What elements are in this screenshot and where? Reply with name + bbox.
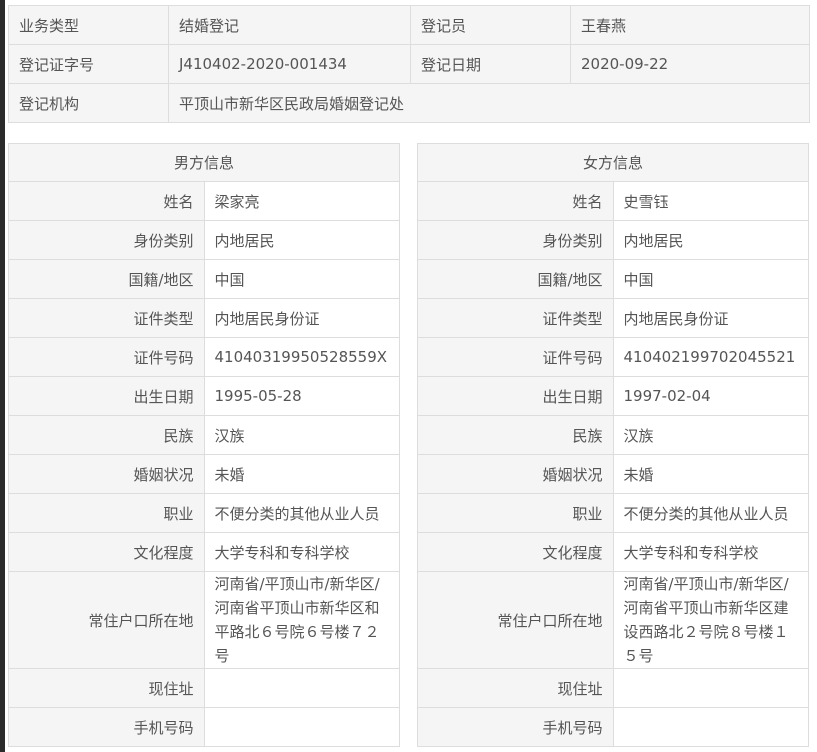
male-field-value: 1995-05-28 <box>203 376 400 416</box>
female-field-value: 史雪钰 <box>612 181 809 221</box>
male-field-label: 国籍/地区 <box>8 259 205 299</box>
female-field-label: 身份类别 <box>417 220 614 260</box>
registration-office-label: 登记机构 <box>8 83 169 123</box>
table-row: 手机号码 <box>8 707 400 747</box>
table-row: 姓名 史雪钰 <box>417 181 809 221</box>
male-field-value: 河南省/平顶山市/新华区/河南省平顶山市新华区和平路北６号院６号楼７２号 <box>203 571 400 669</box>
male-field-label: 证件类型 <box>8 298 205 338</box>
female-field-value: 1997-02-04 <box>612 376 809 416</box>
female-field-value: 内地居民 <box>612 220 809 260</box>
male-field-value: 41040319950528559X <box>203 337 400 377</box>
male-field-label: 姓名 <box>8 181 205 221</box>
table-row: 常住户口所在地 河南省/平顶山市/新华区/河南省平顶山市新华区建设西路北２号院８号… <box>417 571 809 669</box>
table-row: 国籍/地区 中国 <box>8 259 400 299</box>
male-field-label: 婚姻状况 <box>8 454 205 494</box>
table-row: 证件类型 内地居民身份证 <box>417 298 809 338</box>
female-field-value: 未婚 <box>612 454 809 494</box>
table-row: 身份类别 内地居民 <box>417 220 809 260</box>
female-field-value: 大学专科和专科学校 <box>612 532 809 572</box>
female-field-label: 证件类型 <box>417 298 614 338</box>
male-field-label: 出生日期 <box>8 376 205 416</box>
male-field-value: 不便分类的其他从业人员 <box>203 493 400 533</box>
registration-office-value: 平顶山市新华区民政局婚姻登记处 <box>168 83 810 123</box>
table-row: 证件号码 410402199702045521 <box>417 337 809 377</box>
table-row: 职业 不便分类的其他从业人员 <box>8 493 400 533</box>
table-row: 文化程度 大学专科和专科学校 <box>417 532 809 572</box>
male-field-label: 手机号码 <box>8 707 205 747</box>
male-field-value: 未婚 <box>203 454 400 494</box>
female-info-title: 女方信息 <box>417 143 809 182</box>
female-info-table: 女方信息 姓名 史雪钰 身份类别 内地居民 国籍/地区 中国 证件类型 内地居民身份证 证件号码… <box>417 143 809 747</box>
table-row: 手机号码 <box>417 707 809 747</box>
table-row: 身份类别 内地居民 <box>8 220 400 260</box>
female-field-label: 证件号码 <box>417 337 614 377</box>
table-row: 出生日期 1995-05-28 <box>8 376 400 416</box>
registration-date-label: 登记日期 <box>410 44 571 84</box>
male-field-value: 大学专科和专科学校 <box>203 532 400 572</box>
female-field-label: 国籍/地区 <box>417 259 614 299</box>
window-edge <box>0 0 5 752</box>
table-row: 出生日期 1997-02-04 <box>417 376 809 416</box>
female-field-label: 姓名 <box>417 181 614 221</box>
female-field-value: 中国 <box>612 259 809 299</box>
table-row: 国籍/地区 中国 <box>417 259 809 299</box>
registration-date-value: 2020-09-22 <box>570 44 810 84</box>
female-field-value: 410402199702045521 <box>612 337 809 377</box>
male-field-label: 常住户口所在地 <box>8 571 205 669</box>
female-field-label: 职业 <box>417 493 614 533</box>
male-field-value: 汉族 <box>203 415 400 455</box>
table-row: 姓名 梁家亮 <box>8 181 400 221</box>
male-field-value: 中国 <box>203 259 400 299</box>
female-field-label: 婚姻状况 <box>417 454 614 494</box>
registration-summary-table: 业务类型 结婚登记 登记员 王春燕 登记证字号 J410402-2020-001… <box>8 5 810 123</box>
table-row: 业务类型 结婚登记 登记员 王春燕 <box>8 5 810 45</box>
male-field-value: 内地居民 <box>203 220 400 260</box>
male-field-label: 证件号码 <box>8 337 205 377</box>
female-field-value: 河南省/平顶山市/新华区/河南省平顶山市新华区建设西路北２号院８号楼１５号 <box>612 571 809 669</box>
table-row: 常住户口所在地 河南省/平顶山市/新华区/河南省平顶山市新华区和平路北６号院６号楼… <box>8 571 400 669</box>
male-field-value: 梁家亮 <box>203 181 400 221</box>
male-field-value <box>203 707 400 747</box>
female-field-value <box>612 668 809 708</box>
table-row: 现住址 <box>8 668 400 708</box>
certificate-number-value: J410402-2020-001434 <box>168 44 411 84</box>
male-field-value: 内地居民身份证 <box>203 298 400 338</box>
business-type-label: 业务类型 <box>8 5 169 45</box>
table-row: 婚姻状况 未婚 <box>417 454 809 494</box>
female-field-value: 不便分类的其他从业人员 <box>612 493 809 533</box>
male-field-label: 民族 <box>8 415 205 455</box>
registrar-label: 登记员 <box>410 5 571 45</box>
table-row: 证件号码 41040319950528559X <box>8 337 400 377</box>
certificate-number-label: 登记证字号 <box>8 44 169 84</box>
table-row: 登记证字号 J410402-2020-001434 登记日期 2020-09-2… <box>8 44 810 84</box>
female-field-label: 手机号码 <box>417 707 614 747</box>
female-field-value <box>612 707 809 747</box>
registrar-value: 王春燕 <box>570 5 810 45</box>
male-info-table: 男方信息 姓名 梁家亮 身份类别 内地居民 国籍/地区 中国 证件类型 内地居民身份证 证件号码… <box>8 143 400 747</box>
male-field-label: 职业 <box>8 493 205 533</box>
male-field-label: 现住址 <box>8 668 205 708</box>
table-row: 证件类型 内地居民身份证 <box>8 298 400 338</box>
female-field-label: 现住址 <box>417 668 614 708</box>
female-field-value: 内地居民身份证 <box>612 298 809 338</box>
male-field-label: 身份类别 <box>8 220 205 260</box>
business-type-value: 结婚登记 <box>168 5 411 45</box>
female-field-label: 民族 <box>417 415 614 455</box>
table-row: 民族 汉族 <box>417 415 809 455</box>
female-field-label: 文化程度 <box>417 532 614 572</box>
table-row: 婚姻状况 未婚 <box>8 454 400 494</box>
female-field-label: 常住户口所在地 <box>417 571 614 669</box>
table-row: 职业 不便分类的其他从业人员 <box>417 493 809 533</box>
table-row: 登记机构 平顶山市新华区民政局婚姻登记处 <box>8 83 810 123</box>
table-row: 民族 汉族 <box>8 415 400 455</box>
male-info-title: 男方信息 <box>8 143 400 182</box>
table-row: 现住址 <box>417 668 809 708</box>
female-field-label: 出生日期 <box>417 376 614 416</box>
male-field-label: 文化程度 <box>8 532 205 572</box>
male-field-value <box>203 668 400 708</box>
table-row: 文化程度 大学专科和专科学校 <box>8 532 400 572</box>
female-field-value: 汉族 <box>612 415 809 455</box>
